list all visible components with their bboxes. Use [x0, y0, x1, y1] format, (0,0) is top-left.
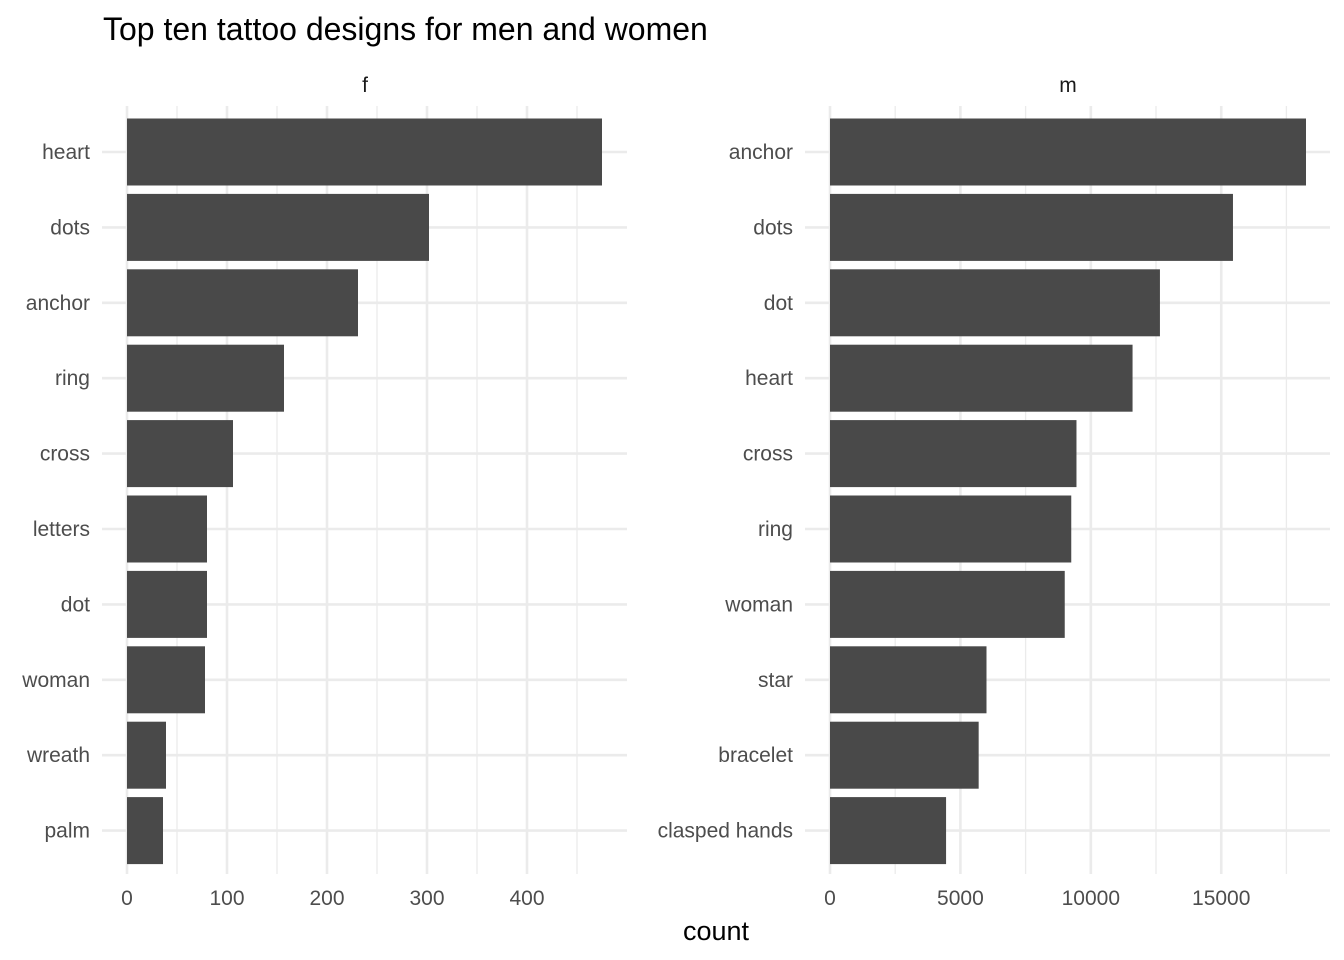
facet-strip-m: m [1059, 74, 1077, 97]
bar [127, 495, 207, 563]
bar [830, 646, 987, 714]
y-tick-label: ring [55, 367, 90, 390]
facet-panels: f heart dots anchor ring cross letters dot woman… [21, 74, 1330, 910]
x-axis-title: count [683, 916, 750, 946]
y-tick-label: heart [42, 141, 90, 164]
y-tick-label: wreath [26, 744, 90, 767]
y-tick-label: dots [50, 216, 90, 239]
bar [830, 269, 1160, 337]
facet-panel-f: f heart dots anchor ring cross letters dot woman… [21, 74, 627, 910]
x-tick-label: 100 [209, 887, 244, 910]
x-tick-label: 200 [309, 887, 344, 910]
bar [127, 797, 163, 865]
x-tick-label: 400 [509, 887, 544, 910]
y-tick-label: dots [753, 216, 793, 239]
bar [127, 193, 429, 261]
bar [830, 721, 979, 789]
bar [127, 420, 233, 488]
y-tick-label: dot [764, 292, 793, 315]
bar [830, 570, 1065, 638]
x-tick-label: 0 [121, 887, 133, 910]
facet-strip-f: f [362, 74, 368, 97]
bar [830, 118, 1306, 186]
y-tick-label: woman [21, 669, 90, 692]
bar [830, 193, 1233, 261]
x-tick-label: 300 [409, 887, 444, 910]
y-tick-label: heart [745, 367, 793, 390]
y-tick-label: cross [743, 443, 793, 466]
bar [127, 721, 166, 789]
chart-title: Top ten tattoo designs for men and women [103, 11, 708, 47]
y-tick-label: anchor [729, 141, 793, 164]
y-tick-label: cross [40, 443, 90, 466]
y-tick-label: ring [758, 518, 793, 541]
bar [127, 269, 358, 337]
y-tick-label: anchor [26, 292, 90, 315]
bar [830, 495, 1072, 563]
y-tick-label: bracelet [718, 744, 793, 767]
bar [127, 344, 284, 412]
bar [127, 570, 207, 638]
y-tick-label: star [758, 669, 793, 692]
y-tick-label: letters [33, 518, 90, 541]
y-tick-label: palm [44, 820, 90, 843]
bar [127, 118, 602, 186]
bar [127, 646, 205, 714]
facet-panel-m: m anchor dots dot heart cross ring woman star bra… [658, 74, 1330, 910]
x-tick-label: 0 [824, 887, 836, 910]
bar [830, 344, 1133, 412]
bar [830, 420, 1077, 488]
bar [830, 797, 947, 865]
x-tick-label: 10000 [1062, 887, 1120, 910]
y-tick-label: dot [61, 593, 90, 616]
x-tick-label: 5000 [937, 887, 984, 910]
y-tick-label: woman [724, 593, 793, 616]
x-tick-label: 15000 [1192, 887, 1250, 910]
y-tick-label: clasped hands [658, 820, 793, 843]
